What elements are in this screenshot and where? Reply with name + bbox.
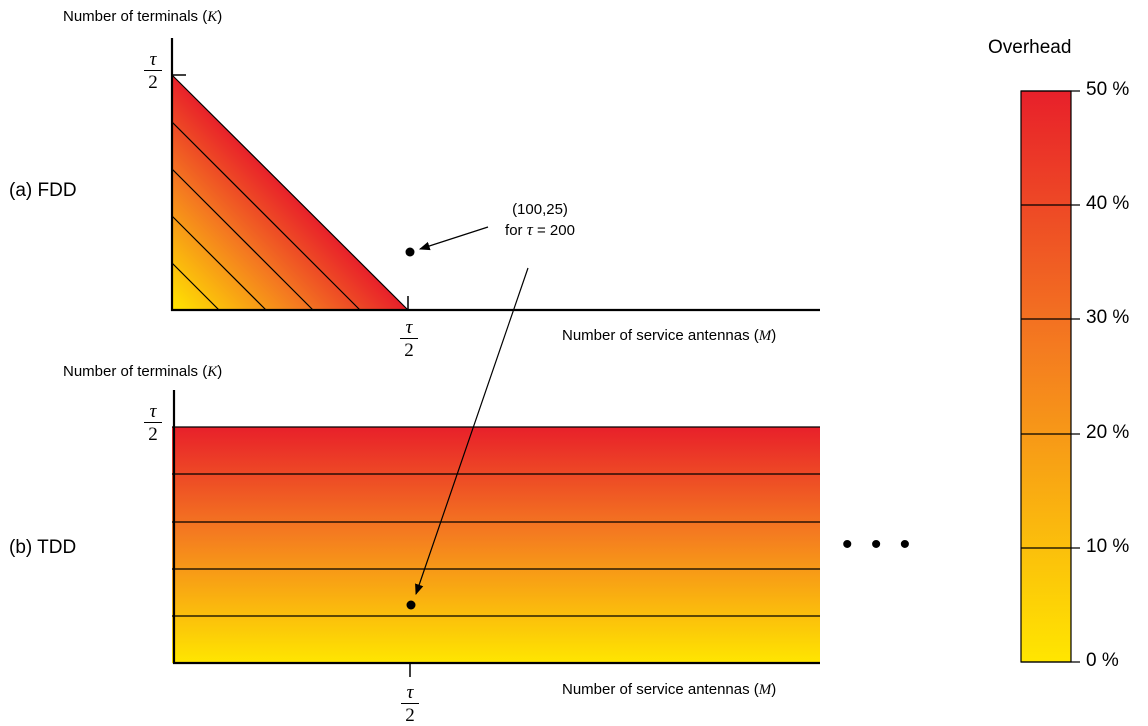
tdd-x-tick-label: τ 2	[399, 683, 421, 725]
colorbar-gradient	[1020, 90, 1072, 663]
fdd-contour-30	[171, 168, 314, 311]
colorbar-ticks	[1021, 90, 1080, 663]
tdd-y-tick-fraction-bar	[144, 422, 162, 423]
fdd-y-tick-num: τ	[149, 49, 157, 70]
condition-var: τ	[526, 220, 533, 239]
fdd-panel-label: (a) FDD	[9, 180, 77, 201]
colorbar-label-10: 10 %	[1086, 536, 1130, 557]
tdd-contour-lines	[172, 426, 820, 617]
fdd-operating-point	[405, 247, 415, 257]
fdd-contour-50	[171, 74, 409, 311]
tdd-x-axis-title-text: Number of service antennas	[562, 681, 750, 698]
condition-prefix: for	[505, 222, 523, 239]
colorbar-label-40: 40 %	[1086, 193, 1130, 214]
fdd-panel	[170, 38, 820, 312]
fdd-contour-20	[171, 215, 267, 311]
fdd-y-axis-var: K	[207, 9, 218, 25]
tdd-panel-label: (b) TDD	[9, 537, 77, 558]
tdd-x-axis-title: Number of service antennas (M)	[562, 681, 777, 698]
operating-point-condition: for τ = 200	[490, 220, 590, 241]
tdd-y-axis-title: Number of terminals (K)	[63, 363, 223, 380]
fdd-annotation-arrow	[418, 226, 489, 251]
fdd-x-axis-title-text: Number of service antennas	[562, 327, 750, 344]
fdd-contour-40	[171, 121, 361, 311]
tdd-overhead-band	[172, 427, 820, 663]
colorbar-title: Overhead	[988, 37, 1072, 58]
fdd-contour-lines	[171, 74, 409, 311]
tdd-x-tick-num: τ	[406, 682, 414, 703]
colorbar-label-30: 30 %	[1086, 307, 1130, 328]
tdd-panel	[172, 390, 820, 677]
tdd-y-tick-den: 2	[148, 424, 158, 445]
fdd-y-tick-label: τ 2	[142, 50, 164, 92]
fdd-contour-10	[171, 262, 220, 311]
colorbar-label-50: 50 %	[1086, 79, 1130, 100]
colorbar-label-0: 0 %	[1086, 650, 1119, 671]
condition-value: = 200	[536, 222, 575, 239]
fdd-y-tick-den: 2	[148, 72, 158, 93]
fdd-x-tick-den: 2	[404, 340, 414, 361]
tdd-y-tick-label: τ 2	[142, 402, 164, 444]
tdd-y-tick-num: τ	[149, 401, 157, 422]
colorbar-label-20: 20 %	[1086, 422, 1130, 443]
colorbar	[1020, 90, 1080, 663]
fdd-x-tick-fraction-bar	[400, 338, 418, 339]
tdd-y-axis-var: K	[207, 364, 218, 380]
fdd-y-axis-title-text: Number of terminals	[63, 8, 199, 25]
fdd-y-tick-fraction-bar	[144, 70, 162, 71]
tdd-annotation-arrow	[415, 267, 529, 596]
fdd-x-tick-label: τ 2	[398, 318, 420, 360]
fdd-x-tick-num: τ	[405, 317, 413, 338]
operating-point-coords: (100,25)	[512, 201, 568, 218]
operating-point-annotation: (100,25) for τ = 200	[490, 200, 590, 241]
continuation-dots: • • •	[842, 528, 916, 561]
tdd-operating-point	[406, 600, 416, 610]
tdd-x-axis-var: M	[758, 682, 772, 698]
tdd-y-axis-title-text: Number of terminals	[63, 363, 199, 380]
fdd-x-axis-var: M	[758, 328, 772, 344]
fdd-x-axis-title: Number of service antennas (M)	[562, 327, 777, 344]
fdd-y-axis-title: Number of terminals (K)	[63, 8, 223, 25]
tdd-x-tick-fraction-bar	[401, 703, 419, 704]
